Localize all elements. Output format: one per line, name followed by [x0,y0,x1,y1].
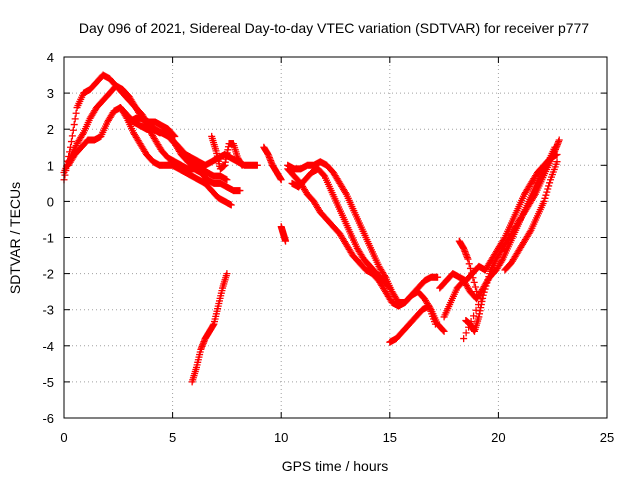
x-tick-label: 10 [274,430,288,445]
data-point-marker [470,312,478,320]
data-point-marker [481,285,489,293]
data-point-marker [462,329,470,337]
data-point-marker [277,176,285,184]
grid-lines [64,57,607,418]
data-point-marker [465,260,473,268]
data-point-marker [470,278,478,286]
data-point-marker [475,301,483,309]
data-point-marker [69,126,77,134]
data-point-marker [498,257,506,265]
y-tick-label: 3 [47,86,54,101]
y-tick-label: 4 [47,50,54,65]
data-point-marker [477,295,485,303]
data-point-marker [71,115,79,123]
data-point-marker [545,182,553,190]
chart-title: Day 096 of 2021, Sidereal Day-to-day VTE… [79,20,589,36]
y-tick-label: 1 [47,158,54,173]
data-point-marker [484,276,492,284]
data-point-marker [70,121,78,129]
x-tick-label: 0 [60,430,67,445]
y-tick-label: 2 [47,122,54,137]
data-point-marker [464,255,472,263]
data-point-marker [67,138,75,146]
data-point-marker [555,136,563,144]
data-point-marker [471,283,479,291]
data-point-marker [469,274,477,282]
data-point-marker [79,130,87,138]
data-point-marker [236,187,244,195]
data-point-marker [553,158,561,166]
y-tick-label: -1 [42,231,54,246]
data-point-marker [460,335,468,343]
data-point-marker [544,185,552,193]
data-point-marker [530,192,538,200]
data-point-marker [473,288,481,296]
data-point-marker [541,194,549,202]
x-tick-label: 5 [169,430,176,445]
data-point-marker [540,197,548,205]
data-point-marker [439,326,447,334]
data-point-marker [465,323,473,331]
y-tick-label: -3 [42,303,54,318]
y-tick-label: -5 [42,375,54,390]
data-point-marker [526,228,534,236]
data-point-marker [170,131,178,139]
data-point-marker [238,161,246,169]
data-point-marker [440,327,448,335]
y-tick-label: -4 [42,339,54,354]
data-point-marker [223,176,231,184]
data-point-marker [483,279,491,287]
data-point-marker [467,318,475,326]
data-point-marker [72,109,80,117]
data-point-marker [227,201,235,209]
data-point-marker [466,264,474,272]
data-point-marker [543,188,551,196]
data-point-marker [223,270,231,278]
x-axis-label: GPS time / hours [282,458,389,474]
x-tick-label: 15 [383,430,397,445]
y-axis-label: SDTVAR / TECUs [7,182,23,294]
data-point-marker [341,189,349,197]
data-point-marker [253,161,261,169]
data-point-marker [482,282,490,290]
data-point-marker [68,132,76,140]
x-tick-label: 25 [600,430,614,445]
data-point-marker [385,283,393,291]
y-tick-label: -2 [42,267,54,282]
data-point-marker [434,273,442,281]
data-point-marker [480,288,488,296]
data-point-marker [485,273,493,281]
data-point-marker [468,269,476,277]
data-point-marker [479,291,487,299]
x-tick-label: 20 [491,430,505,445]
plot-frame [63,56,608,419]
data-point-marker [282,237,290,245]
data-point-marker [542,191,550,199]
data-point-marker [472,306,480,314]
data-points [60,71,563,386]
data-point-marker [546,179,554,187]
data-point-marker [431,320,439,328]
data-point-marker [386,284,394,292]
y-tick-label: 0 [47,194,54,209]
data-point-marker [171,132,179,140]
data-point-marker [381,272,389,280]
y-tick-label: -6 [42,411,54,426]
